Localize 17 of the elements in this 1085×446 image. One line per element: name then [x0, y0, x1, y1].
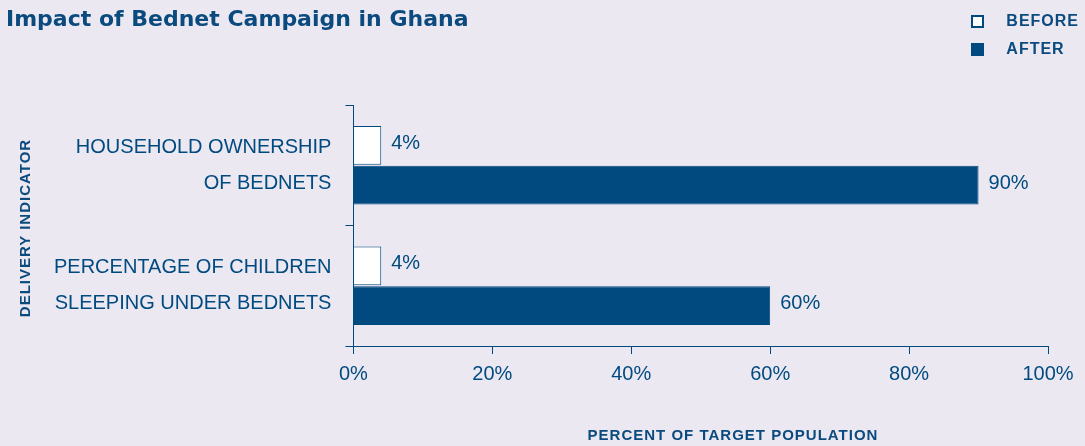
data-label: 60% [780, 291, 821, 314]
x-tick-label: 0% [338, 361, 369, 384]
y-axis-title: DELIVERY INDICATOR [15, 138, 33, 318]
x-tick-label: 20% [472, 361, 513, 384]
legend-label: BEFORE [1006, 12, 1079, 30]
x-tick-label: 80% [889, 361, 930, 384]
y-tick-label: HOUSEHOLD OWNERSHIP OF BEDNETS [75, 134, 332, 193]
x-tick-label: 60% [750, 361, 791, 384]
chart-title: Impact of Bednet Campaign in Ghana [6, 6, 469, 31]
y-tick-label: PERCENTAGE OF CHILDREN SLEEPING UNDER BEDNETS [53, 255, 332, 314]
x-tick-label: 100% [1022, 361, 1074, 384]
data-label: 4% [391, 251, 421, 274]
x-tick-label: 40% [611, 361, 652, 384]
data-label: 90% [988, 170, 1029, 193]
legend-label: AFTER [1006, 40, 1065, 58]
x-axis-title: PERCENT OF TARGET POPULATION [586, 426, 880, 443]
data-label: 4% [391, 130, 421, 153]
